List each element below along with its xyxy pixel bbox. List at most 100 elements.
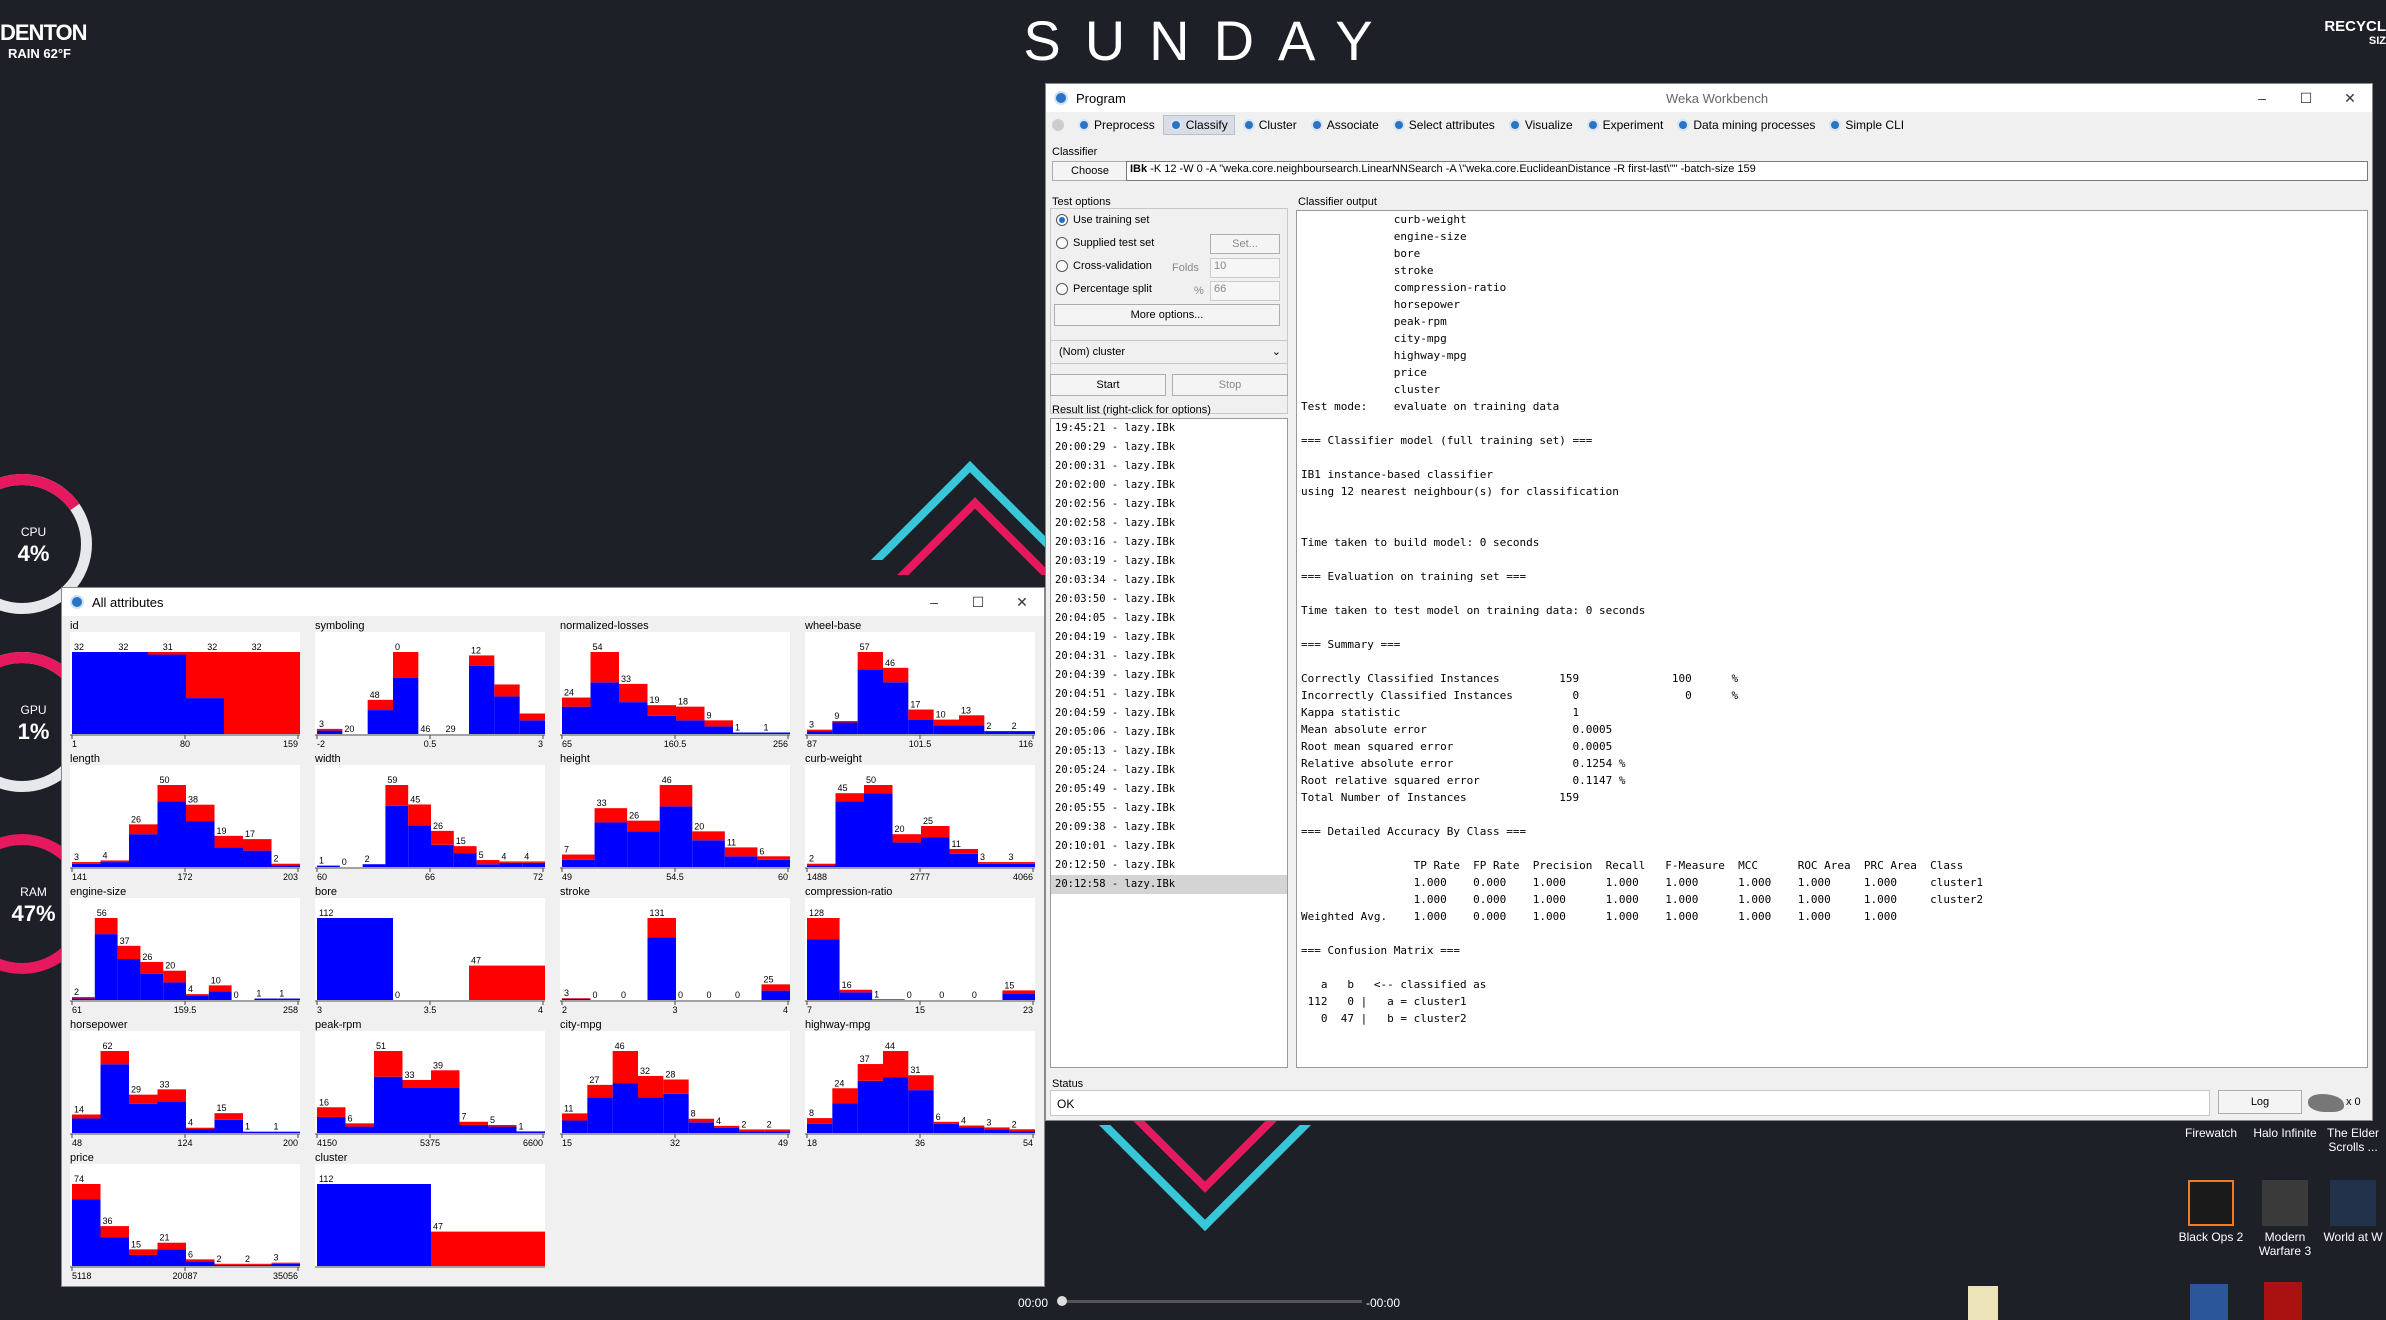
result-item[interactable]: 20:12:50 - lazy.IBk [1055,859,1176,871]
bar-label: 15 [1004,980,1014,990]
result-item[interactable]: 20:05:13 - lazy.IBk [1055,745,1176,757]
log-button[interactable]: Log [2218,1090,2302,1114]
result-item[interactable]: 20:04:05 - lazy.IBk [1055,612,1176,624]
result-item[interactable]: 20:12:58 - lazy.IBk [1051,875,1287,894]
set-button[interactable]: Set... [1210,234,1280,254]
visualize-icon [1508,119,1521,131]
tab-visualize[interactable]: Visualize [1503,116,1579,134]
minimize-icon[interactable]: – [930,594,938,610]
bar-cluster1 [761,732,790,734]
desktop-icon-firewatch[interactable]: Firewatch [2174,1126,2248,1140]
pct-input[interactable]: 66 [1210,281,1280,301]
minimize-icon[interactable]: – [2258,90,2266,106]
tab-associate[interactable]: Associate [1305,116,1385,134]
desktop-icon-elder-scrolls[interactable]: The Elder Scrolls ... [2320,1126,2386,1154]
result-item[interactable]: 20:03:50 - lazy.IBk [1055,593,1176,605]
word-icon[interactable] [2190,1284,2228,1320]
result-item[interactable]: 20:04:51 - lazy.IBk [1055,688,1176,700]
result-item[interactable]: 20:00:29 - lazy.IBk [1055,441,1176,453]
desktop-icon-black-ops[interactable]: Black Ops 2 [2174,1180,2248,1244]
choose-button[interactable]: Choose [1052,161,1128,181]
bar-label: 44 [885,1041,895,1051]
classifier-config-field[interactable]: IBk -K 12 -W 0 -A "weka.core.neighbourse… [1126,161,2368,181]
tick-label: 15 [915,1005,925,1014]
black-ops-label: Black Ops 2 [2178,1230,2244,1244]
result-item[interactable]: 20:02:00 - lazy.IBk [1055,479,1176,491]
desktop-icon-waw[interactable]: World at W [2320,1180,2386,1244]
bar-label: 28 [665,1070,675,1080]
result-item[interactable]: 20:04:19 - lazy.IBk [1055,631,1176,643]
histogram-svg: 14 62 29 33 4 15 1 1 48 124 200 [70,1031,300,1147]
bar-cluster1 [277,998,300,1000]
class-select[interactable]: (Nom) cluster ⌄ [1050,340,1288,364]
histogram-title: city-mpg [560,1019,602,1031]
tab-experiment[interactable]: Experiment [1581,116,1670,134]
tab-cluster[interactable]: Cluster [1237,116,1303,134]
close-icon[interactable]: ✕ [1016,594,1028,610]
tab-select-attributes[interactable]: Select attributes [1387,116,1501,134]
classifier-output[interactable]: curb-weight engine-size bore stroke comp… [1296,210,2368,1068]
result-list[interactable]: 19:45:21 - lazy.IBk 20:00:29 - lazy.IBk 20… [1050,418,1288,1068]
result-item[interactable]: 20:05:24 - lazy.IBk [1055,764,1176,776]
bar-cluster1 [516,1131,545,1133]
bar-cluster2 [807,1118,833,1124]
media-progress[interactable] [1058,1300,1362,1303]
bar-cluster2 [271,863,300,866]
recycle-bin[interactable]: RECYCL SIZ [2324,18,2386,47]
result-item[interactable]: 20:03:34 - lazy.IBk [1055,574,1176,586]
bar-cluster1 [100,1237,129,1266]
bar-cluster1 [208,991,232,1000]
supplied-test-radio[interactable]: Supplied test set [1056,237,1154,249]
histogram-title: length [70,753,100,765]
apex-icon[interactable] [2264,1282,2302,1320]
tick-label: 172 [177,872,192,881]
result-item[interactable]: 20:02:58 - lazy.IBk [1055,517,1176,529]
bar-label: 2 [767,1119,772,1129]
bar-label: 0 [593,990,598,1000]
bar-label: 25 [764,974,774,984]
desktop-icon-mw3[interactable]: Modern Warfare 3 [2248,1180,2322,1258]
maximize-icon[interactable]: ☐ [2299,90,2313,106]
weka-titlebar[interactable]: Program Weka Workbench – ☐ ✕ [1046,84,2372,112]
tab-data-mining[interactable]: Data mining processes [1671,116,1821,134]
bar-cluster2 [590,652,619,683]
result-item[interactable]: 20:05:06 - lazy.IBk [1055,726,1176,738]
file-icon[interactable] [1968,1286,1998,1320]
result-item[interactable]: 20:03:19 - lazy.IBk [1055,555,1176,567]
use-training-radio[interactable]: Use training set [1056,214,1149,226]
result-item[interactable]: 20:04:39 - lazy.IBk [1055,669,1176,681]
histogram-width: 1 0 2 59 45 26 15 5 4 4 60 66 72 width [313,753,547,881]
result-item[interactable]: 20:00:31 - lazy.IBk [1055,460,1176,472]
result-item[interactable]: 20:03:16 - lazy.IBk [1055,536,1176,548]
media-handle[interactable] [1057,1296,1067,1306]
tab-classify[interactable]: Classify [1162,115,1235,135]
bar-label: 4 [524,851,529,861]
bar-label: 29 [446,724,456,734]
folds-input[interactable]: 10 [1210,258,1280,278]
result-item[interactable]: 20:04:31 - lazy.IBk [1055,650,1176,662]
bar-cluster2 [857,652,883,670]
desktop-icon-halo[interactable]: Halo Infinite [2248,1126,2322,1140]
bar-cluster1 [345,1126,374,1133]
start-button[interactable]: Start [1050,374,1166,396]
stop-button[interactable]: Stop [1172,374,1288,396]
histogram-svg: 1 0 2 59 45 26 15 5 4 4 60 66 72 [315,765,545,881]
result-item[interactable]: 20:02:56 - lazy.IBk [1055,498,1176,510]
result-item[interactable]: 19:45:21 - lazy.IBk [1055,422,1176,434]
bar-cluster2 [676,706,705,721]
result-item[interactable]: 20:10:01 - lazy.IBk [1055,840,1176,852]
maximize-icon[interactable]: ☐ [971,594,985,610]
result-item[interactable]: 20:05:55 - lazy.IBk [1055,802,1176,814]
more-options-button[interactable]: More options... [1054,304,1280,326]
tab-preprocess[interactable]: Preprocess [1072,116,1161,134]
attributes-titlebar[interactable]: All attributes – ☐ ✕ [62,588,1044,616]
close-icon[interactable]: ✕ [2344,90,2356,106]
bar-label: 0 [342,857,347,867]
percentage-split-radio[interactable]: Percentage split [1056,283,1152,295]
tab-simple-cli[interactable]: Simple CLI [1823,116,1910,134]
cross-validation-radio[interactable]: Cross-validation [1056,260,1152,272]
result-item[interactable]: 20:09:38 - lazy.IBk [1055,821,1176,833]
result-item[interactable]: 20:05:49 - lazy.IBk [1055,783,1176,795]
bar-cluster1 [663,1093,689,1133]
result-item[interactable]: 20:04:59 - lazy.IBk [1055,707,1176,719]
